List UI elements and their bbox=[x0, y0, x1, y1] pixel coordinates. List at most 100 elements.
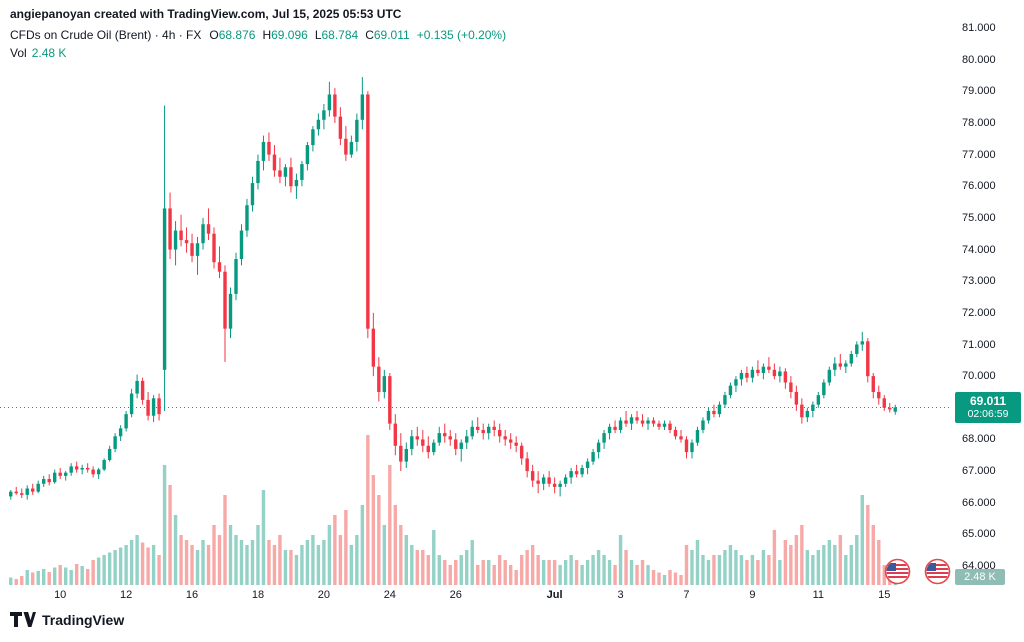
candle-body bbox=[393, 423, 398, 446]
volume-bar bbox=[366, 435, 370, 585]
candle-body bbox=[36, 483, 40, 492]
candle-body bbox=[151, 398, 156, 416]
candle-body bbox=[80, 467, 84, 470]
volume-bar bbox=[311, 535, 315, 585]
volume-bar bbox=[800, 525, 804, 585]
volume-bar bbox=[443, 560, 447, 585]
candle-body bbox=[712, 410, 716, 415]
candle-body bbox=[585, 461, 590, 468]
price-axis-label: 79.000 bbox=[962, 85, 996, 98]
volume-bar bbox=[849, 545, 854, 585]
volume-bar bbox=[316, 545, 321, 585]
candle-body bbox=[382, 376, 387, 392]
candle-body bbox=[360, 94, 365, 120]
candle-body bbox=[201, 224, 205, 244]
candle-body bbox=[366, 94, 370, 329]
volume-bar bbox=[267, 540, 271, 585]
candle-body bbox=[794, 391, 799, 405]
volume-bar bbox=[635, 565, 639, 585]
candle-body bbox=[476, 426, 480, 430]
candle-body bbox=[882, 398, 886, 408]
volume-bar bbox=[96, 557, 101, 585]
candle-body bbox=[739, 372, 744, 380]
candle-body bbox=[250, 183, 255, 206]
price-axis-label: 70.000 bbox=[962, 370, 996, 383]
candle-body bbox=[129, 393, 134, 415]
candle-body bbox=[893, 407, 897, 412]
candle-body bbox=[168, 208, 172, 250]
economic-event-us-flag-icon[interactable] bbox=[884, 558, 911, 585]
candle-body bbox=[871, 376, 875, 392]
price-axis-label: 73.000 bbox=[962, 275, 996, 288]
volume-bar bbox=[459, 555, 463, 585]
volume-bar bbox=[541, 560, 546, 585]
volume-bar bbox=[640, 560, 645, 585]
volume-bar bbox=[52, 567, 57, 585]
price-axis-label: 66.000 bbox=[962, 496, 996, 509]
volume-bar bbox=[728, 545, 733, 585]
candle-body bbox=[239, 230, 244, 260]
volume-bar bbox=[146, 547, 150, 585]
volume-bar bbox=[393, 505, 398, 585]
candle-body bbox=[74, 466, 79, 470]
volume-bar bbox=[228, 525, 233, 585]
candle-body bbox=[245, 205, 249, 231]
symbol-title[interactable]: CFDs on Crude Oil (Brent) · 4h · FX bbox=[10, 28, 202, 42]
candle-body bbox=[673, 429, 678, 437]
candle-body bbox=[618, 420, 623, 430]
volume-bar bbox=[190, 545, 194, 585]
candle-body bbox=[432, 442, 436, 453]
volume-bar bbox=[74, 564, 79, 585]
candle-body bbox=[85, 467, 90, 470]
candle-body bbox=[679, 436, 683, 440]
tradingview-footer-logo[interactable]: TradingView bbox=[10, 612, 124, 628]
volume-bar bbox=[58, 565, 62, 585]
volume-bar bbox=[844, 555, 848, 585]
candle-body bbox=[706, 410, 711, 421]
candle-body bbox=[333, 94, 337, 117]
volume-bar bbox=[327, 525, 332, 585]
candle-body bbox=[624, 420, 628, 424]
time-axis-label: 18 bbox=[251, 589, 265, 601]
volume-bar bbox=[135, 535, 139, 585]
volume-bar bbox=[31, 572, 35, 585]
candle-body bbox=[388, 376, 392, 424]
volume-bar bbox=[470, 540, 474, 585]
volume-bar bbox=[261, 490, 266, 585]
candle-body bbox=[107, 448, 112, 461]
volume-bar bbox=[157, 555, 161, 585]
economic-event-us-flag-icon[interactable] bbox=[924, 558, 951, 585]
time-axis-label: 15 bbox=[878, 589, 891, 601]
volume-bar bbox=[283, 550, 288, 585]
price-axis-label: 68.000 bbox=[962, 433, 996, 446]
volume-bar bbox=[519, 555, 524, 585]
candle-body bbox=[96, 469, 101, 475]
volume-value: 2.48 K bbox=[31, 46, 67, 60]
price-change: +0.135 (+0.20%) bbox=[416, 28, 507, 42]
volume-bar bbox=[80, 566, 84, 585]
candle-body bbox=[525, 458, 529, 472]
candle-body bbox=[519, 445, 524, 459]
volume-label: Vol bbox=[10, 46, 27, 60]
volume-bar bbox=[481, 560, 485, 585]
ohlc-low: L68.784 bbox=[315, 28, 358, 42]
volume-bar bbox=[272, 545, 277, 585]
volume-bar bbox=[410, 545, 414, 585]
volume-bar bbox=[487, 560, 491, 585]
tradingview-wordmark: TradingView bbox=[42, 612, 125, 628]
volume-bar bbox=[355, 535, 359, 585]
volume-bar bbox=[602, 555, 606, 585]
candle-body bbox=[443, 433, 447, 437]
volume-bar bbox=[14, 579, 18, 585]
candle-body bbox=[25, 488, 29, 495]
volume-bar bbox=[662, 575, 667, 585]
candle-body bbox=[20, 493, 24, 495]
candle-body bbox=[497, 429, 502, 437]
price-axis-label: 72.000 bbox=[962, 306, 996, 319]
candle-body bbox=[596, 442, 601, 453]
volume-bar bbox=[761, 550, 766, 585]
candle-body bbox=[9, 491, 13, 497]
volume-bar bbox=[25, 570, 29, 585]
volume-bar bbox=[816, 550, 821, 585]
